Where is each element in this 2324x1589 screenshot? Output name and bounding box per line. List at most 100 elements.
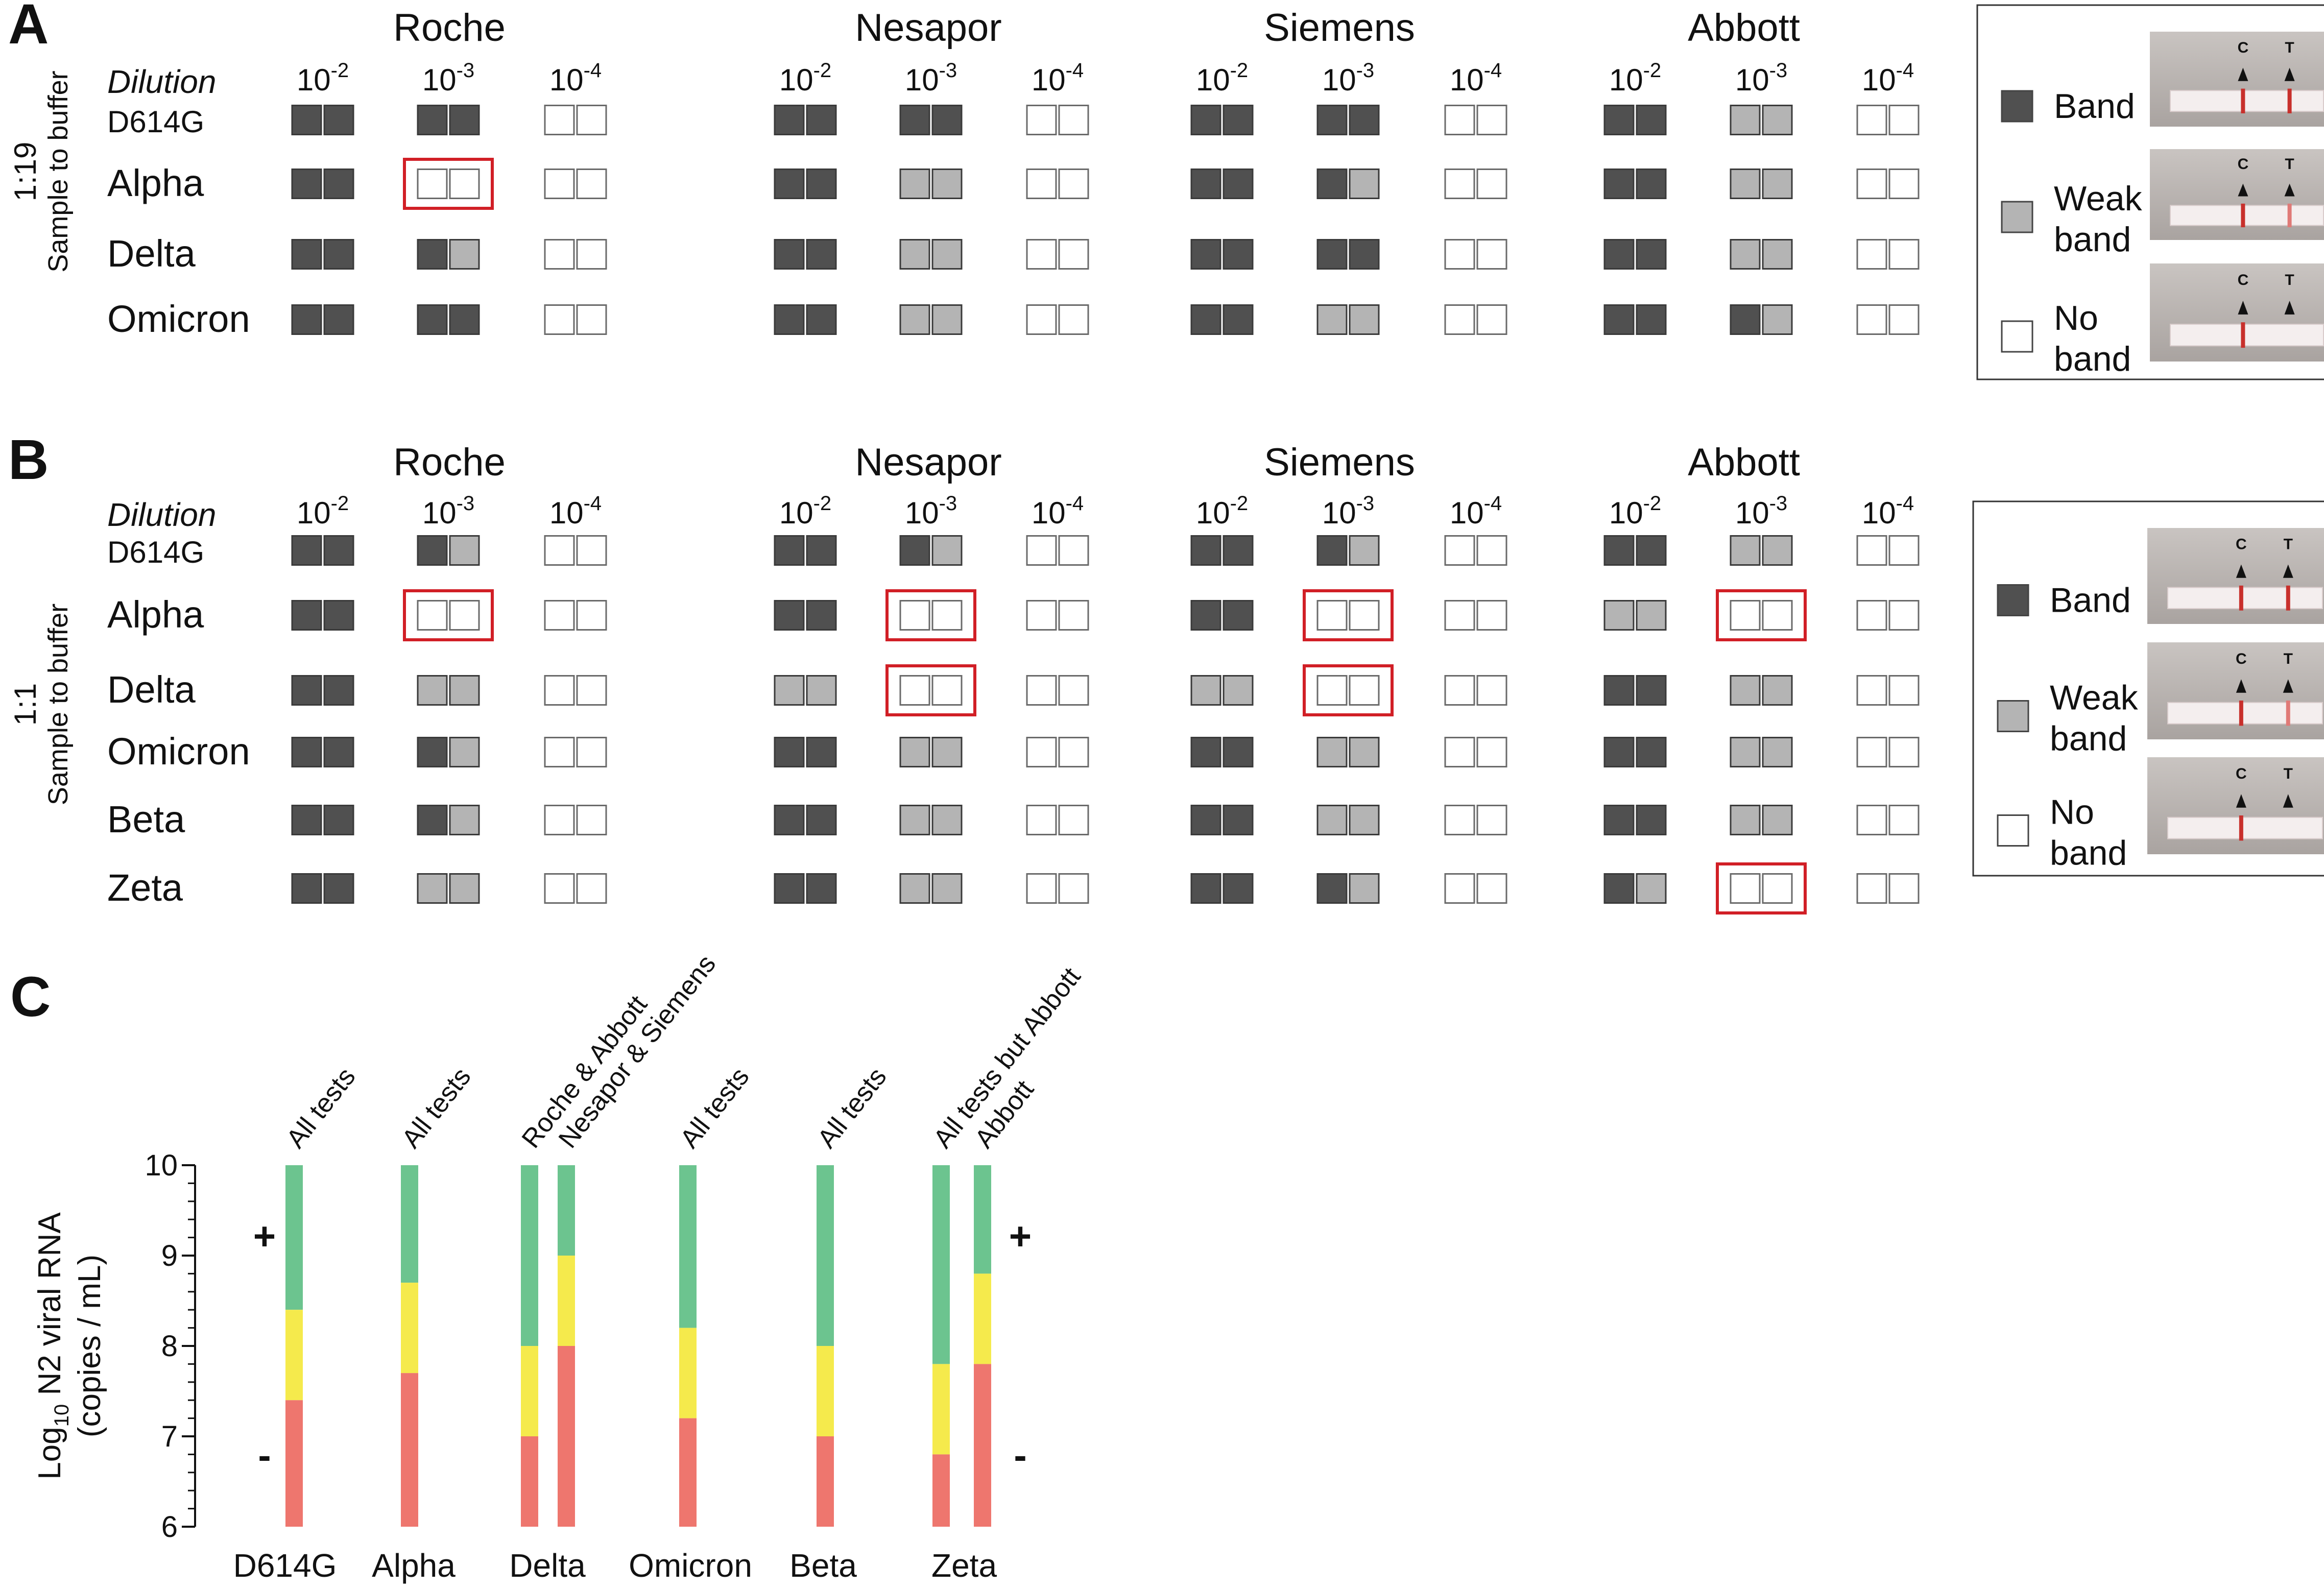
bar-test-label: All tests — [675, 1062, 755, 1153]
highlight-box — [1716, 862, 1807, 914]
weak-band-square — [1636, 600, 1667, 631]
weak-band-square — [1190, 675, 1221, 706]
strip-arrow — [2284, 183, 2295, 197]
band-square — [1223, 737, 1254, 767]
ratio-value: 1:19 — [8, 142, 42, 202]
strip-control-label: C — [2238, 272, 2249, 288]
strip-control-line — [2241, 88, 2245, 113]
band-square — [323, 168, 354, 199]
no-band-square — [576, 737, 607, 767]
dilution-header: 10-3 — [1322, 59, 1374, 97]
bar-negative-segment — [521, 1436, 538, 1527]
strip-window — [2170, 205, 2324, 226]
weak-band-square — [1349, 737, 1380, 767]
test-title-siemens: Siemens — [1264, 441, 1415, 484]
no-band-square — [1349, 675, 1380, 706]
band-square — [774, 535, 805, 566]
weak-band-square — [449, 675, 480, 706]
weak-band-square — [1730, 105, 1761, 135]
dilution-header: 10-4 — [549, 59, 602, 97]
variant-label-omicron: Omicron — [107, 298, 250, 340]
bar-weak-segment — [974, 1273, 991, 1364]
band-square — [774, 239, 805, 270]
weak-band-square — [1730, 675, 1761, 706]
no-band-square — [544, 304, 575, 335]
band-square — [1190, 737, 1221, 767]
band-square — [1636, 304, 1667, 335]
weak-band-square — [1730, 805, 1761, 835]
weak-band-square — [1730, 737, 1761, 767]
band-square — [417, 737, 448, 767]
no-band-square — [544, 737, 575, 767]
band-square — [1190, 535, 1221, 566]
band-square — [1603, 304, 1635, 335]
dilution-header: 10-4 — [1862, 59, 1914, 97]
strip-photo-background — [2150, 32, 2324, 127]
no-band-square — [1444, 168, 1475, 199]
strip-test-label: T — [2285, 39, 2294, 56]
no-band-square — [1762, 873, 1793, 904]
no-band-square — [1856, 105, 1887, 135]
weak-band-square — [899, 304, 930, 335]
no-band-square — [899, 600, 930, 631]
weak-band-square — [449, 873, 480, 904]
no-band-square — [1888, 105, 1920, 135]
band-square — [1223, 600, 1254, 631]
no-band-square — [1444, 873, 1475, 904]
weak-band-square — [899, 873, 930, 904]
no-band-square — [1476, 873, 1507, 904]
category-label-omicron: Omicron — [629, 1547, 752, 1584]
test-title-nesapor: Nesapor — [855, 441, 1001, 484]
band-square — [323, 304, 354, 335]
bar-positive-segment — [558, 1165, 575, 1256]
bar-test-label: All tests — [396, 1062, 477, 1153]
no-band-square — [1026, 168, 1057, 199]
band-square — [806, 873, 837, 904]
band-square — [1636, 805, 1667, 835]
strip-test-line — [2286, 585, 2290, 611]
variant-label-beta: Beta — [107, 798, 185, 840]
test-title-abbott: Abbott — [1688, 6, 1800, 50]
no-band-square — [544, 105, 575, 135]
no-band-square — [576, 105, 607, 135]
band-square — [291, 873, 322, 904]
band-square — [1190, 873, 1221, 904]
strip-arrow — [2236, 564, 2246, 578]
test-title-roche: Roche — [393, 6, 506, 50]
dilution-header: 10-4 — [549, 492, 602, 530]
no-band-square — [544, 805, 575, 835]
weak-band-square — [1762, 737, 1793, 767]
bar-positive-segment — [817, 1165, 834, 1346]
strip-control-label: C — [2236, 651, 2247, 667]
band-square — [417, 304, 448, 335]
no-band-square — [1856, 304, 1887, 335]
dilution-header: 10-3 — [1322, 492, 1374, 530]
ratio-caption: Sample to buffer — [43, 70, 74, 272]
weak-band-square — [1762, 535, 1793, 566]
band-square — [291, 239, 322, 270]
bar-weak-segment — [401, 1283, 418, 1374]
ratio-label: 1:19 Sample to buffer — [8, 70, 74, 272]
band-square — [1603, 105, 1635, 135]
weak-band-square — [449, 805, 480, 835]
bar-negative-segment — [401, 1373, 418, 1527]
dilution-header: 10-4 — [1032, 59, 1084, 97]
no-band-square — [1856, 737, 1887, 767]
dilution-header: 10-3 — [1735, 59, 1787, 97]
no-band-square — [1026, 805, 1057, 835]
no-band-square — [1026, 239, 1057, 270]
weak-band-square — [1762, 239, 1793, 270]
no-band-square — [1888, 304, 1920, 335]
weak-band-square — [1349, 873, 1380, 904]
band-square — [1190, 105, 1221, 135]
band-square — [899, 105, 930, 135]
legend-swatch-band — [1997, 584, 2029, 616]
strip-test-line — [2287, 88, 2292, 113]
band-square — [774, 105, 805, 135]
no-band-square — [1856, 239, 1887, 270]
weak-band-square — [1349, 805, 1380, 835]
bar-weak-segment — [817, 1346, 834, 1436]
strip-control-label: C — [2236, 536, 2247, 552]
strip-control-label: C — [2236, 765, 2247, 782]
